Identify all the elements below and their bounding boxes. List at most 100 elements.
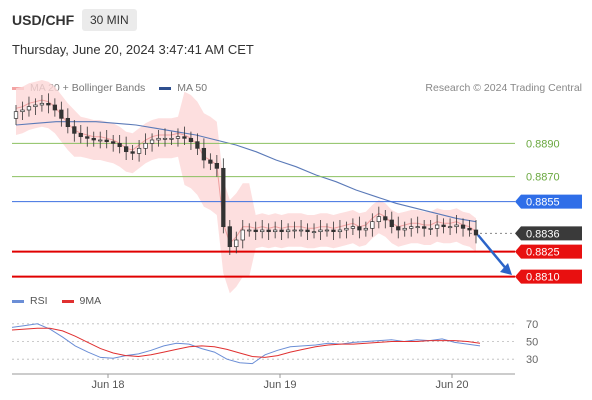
candle-body — [247, 229, 252, 232]
candle-body — [149, 139, 155, 144]
candle-body — [195, 141, 200, 149]
legend-ma50: MA 50 — [159, 82, 207, 94]
time-tick-label: Jun 19 — [263, 379, 296, 391]
level-label-0.8836: 0.8836 — [526, 228, 560, 240]
candle-body — [460, 224, 466, 229]
candle-body — [253, 229, 258, 233]
forecast-arrow-head — [500, 263, 512, 275]
candle-body — [98, 139, 103, 142]
timestamp: Thursday, June 20, 2024 3:47:41 AM CET — [12, 42, 254, 57]
legend-9ma-label: 9MA — [79, 295, 102, 307]
candle-body — [324, 229, 330, 232]
candle-body — [240, 229, 245, 241]
candle-body — [188, 137, 194, 143]
rsi-swatch — [12, 299, 24, 303]
candle-body — [311, 231, 317, 234]
candle-body — [46, 102, 51, 106]
rsi-tick-70: 70 — [526, 319, 538, 331]
candle-body — [52, 104, 58, 111]
time-tick-label: Jun 18 — [91, 379, 124, 391]
candle-body — [136, 147, 142, 154]
candle-body — [422, 226, 427, 229]
candle-body — [376, 216, 381, 223]
candle-body — [221, 167, 226, 228]
candle-body — [473, 229, 479, 236]
level-label-0.8855: 0.8855 — [526, 197, 560, 209]
candle-body — [175, 136, 181, 139]
candle-body — [318, 229, 323, 233]
candle-body — [434, 224, 440, 229]
rsi-legend: RSI 9MA — [12, 295, 115, 307]
legend-ma50-label: MA 50 — [177, 82, 208, 94]
candle-body — [214, 162, 219, 169]
level-tag-0.8836 — [515, 226, 582, 241]
candle-body — [26, 106, 32, 111]
candle-body — [447, 226, 453, 229]
candle-body — [143, 142, 148, 149]
legend-ma20-label: MA 20 + Bollinger Bands — [30, 82, 146, 94]
forecast-arrow-shaft — [477, 234, 509, 272]
candle-body — [266, 229, 271, 233]
currency-pair-title: USD/CHF — [12, 12, 75, 28]
candle-body — [273, 229, 278, 233]
candle-body — [33, 104, 38, 108]
candle-body — [156, 137, 161, 141]
candle-body — [454, 224, 459, 228]
bollinger-band — [16, 80, 476, 294]
candle-body — [350, 226, 356, 229]
legend-rsi: RSI — [12, 295, 48, 307]
level-tag-0.8810 — [515, 269, 582, 284]
candle-body — [396, 226, 401, 231]
candle-body — [279, 229, 284, 233]
candle-body — [117, 142, 122, 148]
candle-body — [467, 227, 472, 231]
candle-body — [208, 159, 213, 164]
candle-body — [169, 137, 174, 140]
legend-rsi-label: RSI — [30, 295, 48, 307]
candle-body — [85, 136, 90, 139]
level-label-0.8810: 0.8810 — [526, 272, 560, 284]
chart-header: USD/CHF 30 MIN — [0, 0, 592, 36]
candle-body — [441, 224, 446, 228]
candle-body — [292, 229, 297, 232]
rsi-line — [11, 323, 481, 365]
rsi-panel: 70 50 30 — [11, 319, 538, 366]
legend-9ma: 9MA — [61, 295, 102, 307]
candle-body — [409, 226, 414, 229]
timeframe-badge[interactable]: 30 MIN — [82, 9, 137, 31]
candle-body — [91, 137, 96, 141]
candle-body — [363, 227, 368, 231]
candle-body — [104, 139, 109, 143]
candle-body — [78, 132, 83, 138]
candle-body — [331, 229, 336, 233]
rsi-tick-50: 50 — [526, 337, 538, 349]
candle-body — [428, 227, 433, 230]
time-tick-label: Jun 20 — [435, 379, 468, 391]
price-panel: 0.8890 0.8870 0.8855 0.8836 0.8825 0.8810 — [12, 80, 582, 294]
candle-body — [13, 111, 19, 119]
level-label-0.8825: 0.8825 — [526, 247, 560, 259]
candle-body — [124, 146, 129, 153]
candle-body — [344, 227, 349, 231]
candle-body — [65, 117, 70, 128]
level-tag-0.8855 — [515, 194, 582, 209]
candle-body — [72, 126, 77, 134]
9ma-swatch — [61, 299, 74, 303]
candle-body — [182, 136, 187, 139]
level-tag-0.8825 — [515, 244, 582, 259]
candle-body — [130, 151, 135, 154]
candle-body — [260, 229, 265, 233]
candle-body — [59, 109, 64, 119]
candle-body — [111, 141, 116, 144]
candle-body — [337, 229, 343, 233]
candle-body — [201, 147, 207, 161]
candle-body — [389, 219, 394, 228]
ma50-swatch — [159, 86, 172, 90]
candle-body — [234, 239, 239, 248]
candle-body — [285, 229, 291, 233]
ma50-line — [15, 121, 477, 223]
time-axis: Jun 18 Jun 19 Jun 20 — [12, 373, 515, 391]
level-label-0.8890: 0.8890 — [526, 138, 560, 150]
candle-body — [357, 226, 362, 231]
